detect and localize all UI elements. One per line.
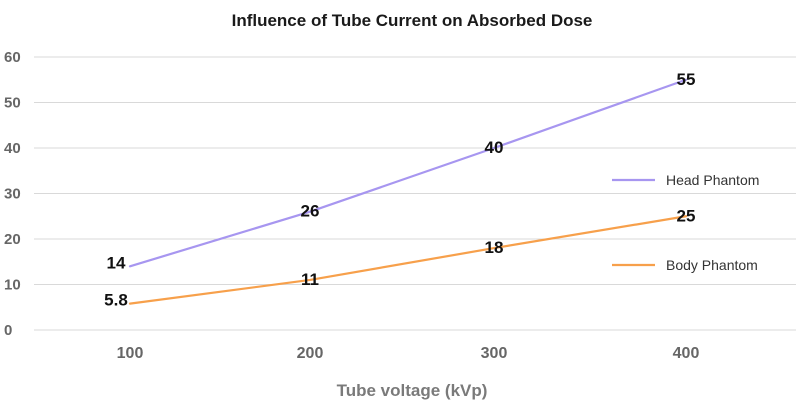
y-tick-label: 20 <box>4 231 21 248</box>
data-label: 55 <box>677 70 696 89</box>
x-tick-label: 200 <box>297 345 324 362</box>
legend-label: Body Phantom <box>666 257 758 273</box>
x-axis-ticks: 100 200 300 400 <box>117 345 700 362</box>
series-line-body-phantom <box>128 215 688 305</box>
x-tick-label: 100 <box>117 345 144 362</box>
data-label: 40 <box>485 138 504 157</box>
data-label: 26 <box>301 202 320 221</box>
data-label: 18 <box>485 238 504 257</box>
legend-label: Head Phantom <box>666 172 759 188</box>
x-tick-label: 400 <box>673 345 700 362</box>
x-tick-label: 300 <box>481 345 508 362</box>
x-axis-label: Tube voltage (kVp) <box>337 381 488 400</box>
y-tick-label: 30 <box>4 186 21 203</box>
y-tick-label: 60 <box>4 49 21 66</box>
y-axis-ticks: 0 10 20 30 40 50 60 <box>4 49 21 339</box>
y-tick-label: 0 <box>4 322 12 339</box>
data-label: 25 <box>677 206 696 225</box>
chart-title: Influence of Tube Current on Absorbed Do… <box>232 11 593 30</box>
data-label: 5.8 <box>104 291 128 310</box>
data-label: 14 <box>107 253 126 272</box>
y-tick-label: 10 <box>4 277 21 294</box>
data-label: 11 <box>301 270 319 289</box>
data-labels: 14 26 40 55 5.8 11 18 25 <box>104 70 695 310</box>
y-tick-label: 40 <box>4 140 21 157</box>
series-lines <box>128 78 688 305</box>
series-line-head-phantom <box>128 78 688 268</box>
legend: Head Phantom Body Phantom <box>612 172 759 273</box>
y-tick-label: 50 <box>4 95 21 112</box>
gridlines <box>34 56 796 331</box>
